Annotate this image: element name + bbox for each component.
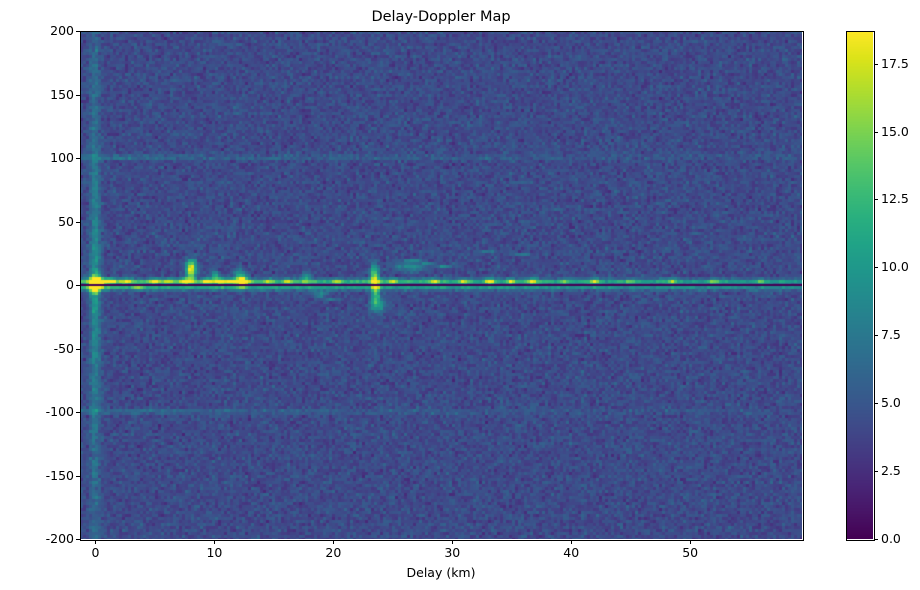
x-tick-mark — [214, 540, 216, 544]
y-tick-mark — [76, 412, 80, 413]
x-tick-label: 50 — [682, 545, 699, 560]
y-tick-label: 150 — [50, 86, 74, 102]
x-tick-mark — [690, 540, 692, 544]
colorbar-tick-label: 0.0 — [881, 531, 901, 546]
colorbar-gradient — [846, 31, 873, 539]
colorbar-tick-mark — [874, 63, 878, 65]
y-tick-label: 0 — [66, 277, 74, 292]
x-axis-label: Delay (km) — [406, 565, 476, 580]
y-tick-label: -150 — [45, 467, 74, 483]
y-tick-label: -50 — [53, 340, 74, 356]
colorbar-tick-label: 7.5 — [881, 327, 901, 343]
colorbar-tick-mark — [874, 267, 878, 269]
y-tick-label: -100 — [45, 404, 74, 419]
colorbar-tick-label: 15.0 — [881, 123, 909, 139]
y-tick-mark — [76, 94, 80, 96]
x-tick-label: 40 — [563, 545, 580, 560]
colorbar-tick-mark — [874, 335, 878, 337]
colorbar-tick-label: 12.5 — [881, 191, 909, 207]
x-tick-mark — [95, 540, 97, 544]
colorbar-tick-mark — [874, 471, 878, 473]
delay-doppler-heatmap — [80, 31, 802, 539]
colorbar-tick-label: 5.0 — [881, 395, 901, 411]
x-tick-mark — [452, 540, 454, 544]
y-tick-label: 200 — [50, 23, 74, 38]
colorbar-tick-mark — [874, 539, 878, 540]
y-tick-mark — [76, 221, 80, 223]
y-tick-mark — [76, 539, 80, 540]
colorbar-tick-mark — [874, 403, 878, 405]
y-tick-label: 50 — [58, 213, 74, 229]
page-title: Delay-Doppler Map — [371, 9, 511, 25]
x-tick-mark — [333, 540, 335, 544]
x-tick-mark — [571, 540, 573, 544]
x-tick-label: 0 — [91, 545, 100, 560]
colorbar-tick-label: 17.5 — [881, 55, 909, 71]
colorbar-tick-label: 10.0 — [881, 259, 909, 275]
x-tick-label: 30 — [444, 545, 461, 560]
y-tick-mark — [76, 285, 80, 286]
x-tick-label: 20 — [325, 545, 342, 560]
y-tick-mark — [76, 31, 80, 32]
y-tick-label: 100 — [50, 150, 74, 165]
y-tick-mark — [76, 158, 80, 159]
y-tick-label: -200 — [45, 531, 74, 546]
x-tick-label: 10 — [206, 545, 223, 560]
colorbar-tick-label: 2.5 — [881, 463, 901, 479]
y-tick-mark — [76, 475, 80, 477]
y-tick-mark — [76, 348, 80, 350]
colorbar-tick-mark — [874, 131, 878, 133]
colorbar-tick-mark — [874, 199, 878, 201]
